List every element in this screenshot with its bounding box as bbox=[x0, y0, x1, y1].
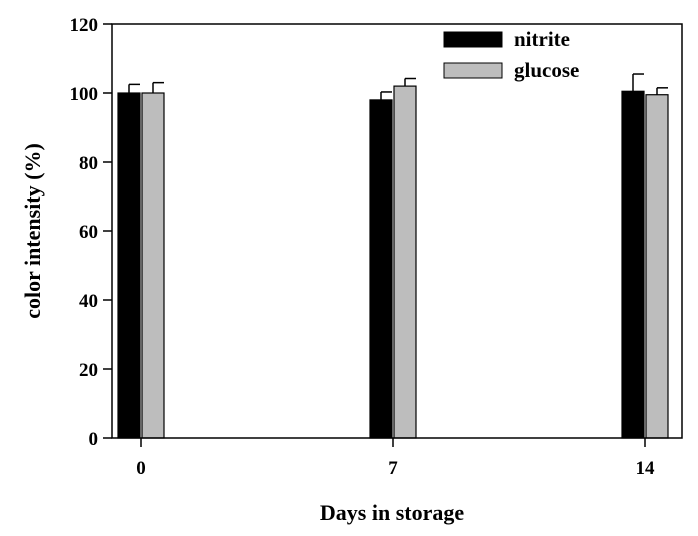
legend: nitrite glucose bbox=[443, 27, 579, 82]
legend-label-glucose: glucose bbox=[514, 58, 579, 82]
x-tick-label: 0 bbox=[136, 458, 146, 479]
y-tick-label: 80 bbox=[79, 153, 98, 174]
y-tick-label: 120 bbox=[70, 15, 99, 36]
bar-glucose bbox=[141, 92, 165, 439]
plot-frame bbox=[111, 23, 683, 439]
legend-label-nitrite: nitrite bbox=[514, 27, 570, 51]
y-tick-label: 0 bbox=[89, 429, 99, 450]
legend-swatch-nitrite bbox=[443, 31, 503, 48]
x-tick-label: 7 bbox=[388, 458, 398, 479]
y-tick-label: 60 bbox=[79, 222, 98, 243]
y-tick-label: 20 bbox=[79, 360, 98, 381]
y-axis-ticks: 0 20 40 60 80 100 120 bbox=[70, 15, 112, 450]
bar-glucose bbox=[393, 85, 417, 439]
y-tick-label: 40 bbox=[79, 291, 98, 312]
x-tick-label: 14 bbox=[636, 458, 656, 479]
bars-group bbox=[117, 73, 669, 439]
bar-nitrite bbox=[369, 99, 393, 439]
bar-nitrite bbox=[117, 92, 141, 439]
bar-nitrite bbox=[621, 90, 645, 439]
y-axis-title: color intensity (%) bbox=[20, 143, 45, 319]
x-axis-ticks: 0 7 14 bbox=[136, 438, 655, 479]
legend-swatch-glucose bbox=[443, 62, 503, 79]
x-axis-title: Days in storage bbox=[320, 500, 464, 525]
bar-glucose bbox=[645, 94, 669, 439]
y-tick-label: 100 bbox=[70, 84, 99, 105]
